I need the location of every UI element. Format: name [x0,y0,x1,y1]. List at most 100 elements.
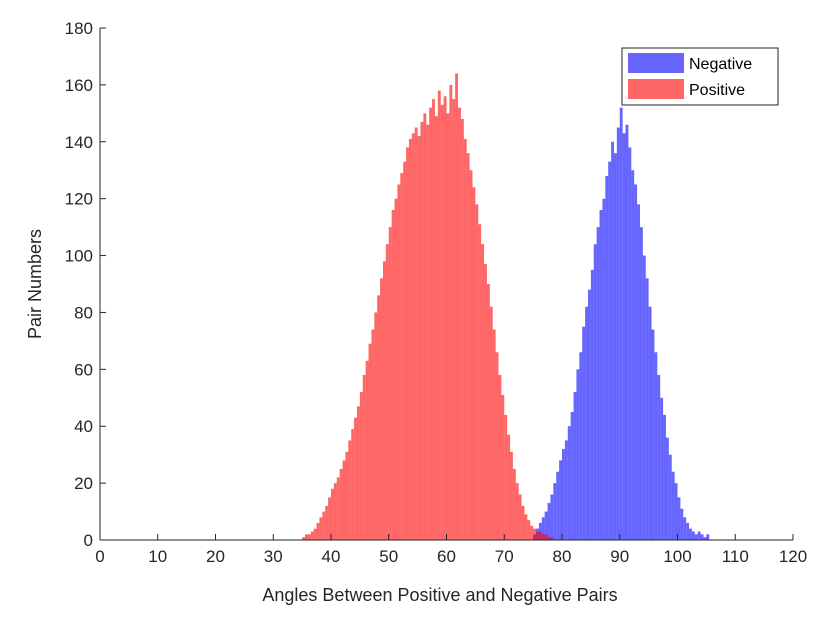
histogram-bar [671,471,675,540]
histogram-bar [559,460,562,540]
y-axis-label: Pair Numbers [25,229,45,339]
histogram-bar [544,534,548,540]
histogram-bar [616,127,620,540]
y-tick-label: 160 [65,76,93,95]
histogram-bar [593,244,597,540]
histogram-bar [651,329,655,540]
histogram-bar [573,392,577,540]
histogram-bar [538,531,542,540]
histogram-bar [359,392,363,540]
histogram-bar [313,528,317,540]
histogram-bar [518,494,522,540]
x-axis-ticks: 0 10 20 30 40 50 60 70 80 90 100 110 120 [95,534,807,566]
histogram-bar [333,483,337,540]
x-tick-label: 0 [95,547,104,566]
histogram-bar [455,73,459,540]
histogram-bar [504,414,508,540]
histogram-bar [515,483,519,540]
histogram-bar [368,343,372,540]
histogram-bar [463,138,467,540]
histogram-bar [694,534,698,540]
histogram-bar [677,497,681,540]
histogram-bar [622,133,626,541]
histogram-bar [489,306,493,540]
histogram-bar [432,99,435,541]
histogram-bar [411,133,415,541]
histogram-bar [611,141,614,540]
x-tick-label: 70 [495,547,514,566]
y-axis-ticks: 0 20 40 60 80 100 120 140 160 180 [65,19,106,550]
histogram-bar [613,153,617,540]
histogram-bar [351,429,355,540]
histogram-bar [472,187,476,541]
legend-label-positive: Positive [689,82,745,99]
legend-label-negative: Negative [689,56,752,73]
histogram-bar [365,360,369,540]
histogram-bar [691,531,695,540]
histogram-bar [645,278,649,540]
histogram-bar [408,138,412,540]
histogram-bar [527,520,531,540]
histogram-bar [371,329,375,540]
histogram-bar [331,488,334,540]
histogram-bar [414,127,418,540]
x-tick-label: 20 [206,547,225,566]
histogram-bar [397,184,401,540]
histogram-bar [356,406,360,540]
x-axis-label: Angles Between Positive and Negative Pai… [262,585,617,605]
histogram-bar [501,394,505,540]
histogram-bar [553,483,557,540]
histogram-bar [547,537,551,540]
x-tick-label: 40 [322,547,341,566]
histogram-bar [466,153,470,540]
x-tick-label: 10 [148,547,167,566]
series-negative [533,107,710,541]
histogram-bar [426,124,430,541]
histogram-bar [590,269,594,540]
histogram-bar [605,175,609,540]
histogram-bar [486,284,490,540]
histogram-bar [628,147,632,540]
histogram-bar [339,468,343,540]
histogram-bar [449,84,453,540]
histogram-bar [564,440,568,540]
histogram-bar [475,204,479,541]
histogram-bar [423,113,427,540]
histogram-bar [406,147,409,540]
histogram-bar [305,534,308,540]
y-tick-label: 60 [74,360,93,379]
y-tick-label: 140 [65,133,93,152]
y-tick-label: 80 [74,303,93,322]
histogram-bar [484,264,487,540]
histogram-bar [703,537,707,540]
histogram-bar [452,99,456,541]
histogram-bar [362,375,366,540]
histogram-bar [706,534,710,540]
histogram-bar [385,244,389,540]
histogram-bar [391,210,395,541]
histogram-bar [576,369,580,540]
histogram-bar [319,517,323,540]
histogram-bar [434,116,438,541]
legend: Negative Positive [621,47,779,106]
x-tick-label: 50 [379,547,398,566]
histogram-bar [440,104,444,541]
series-positive [302,73,554,541]
y-tick-label: 20 [74,474,93,493]
histogram-bar [394,198,398,541]
histogram-bar [533,528,537,540]
histogram-bar [541,517,545,540]
histogram-bar [689,528,692,540]
histogram-bar [700,534,704,540]
histogram-bar [631,170,635,540]
x-tick-label: 90 [610,547,629,566]
histogram-bar [417,136,421,540]
histogram-bar [585,306,588,540]
histogram-bar [507,434,511,540]
histogram-bar [354,417,357,540]
histogram-bar [400,173,404,540]
histogram-bar [654,352,658,540]
histogram-bar [680,508,684,540]
histogram-bar [697,531,701,540]
histogram-bar [336,477,340,540]
